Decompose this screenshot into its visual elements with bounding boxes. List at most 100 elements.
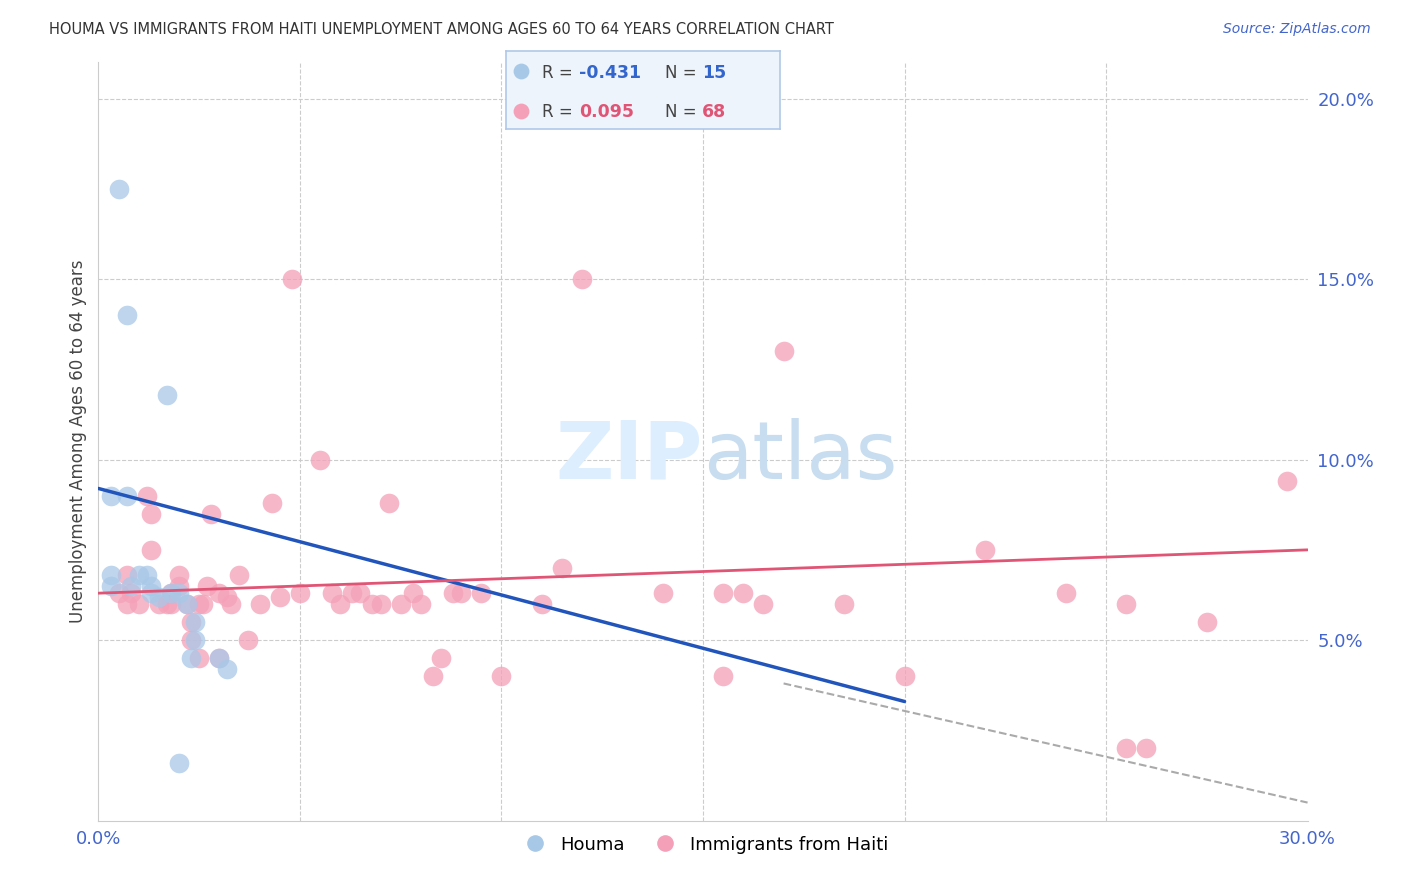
Point (281, 272, 304, 286)
Point (200, 507, 222, 521)
Point (510, 64, 533, 78)
Point (128, 597, 150, 611)
Text: Source: ZipAtlas.com: Source: ZipAtlas.com (1223, 22, 1371, 37)
Point (1115, 597, 1137, 611)
Point (1115, 741, 1137, 756)
Point (321, 586, 343, 600)
Point (361, 597, 384, 611)
Point (167, 579, 190, 593)
Point (430, 651, 453, 665)
Point (160, 586, 183, 600)
Point (139, 507, 162, 521)
Point (184, 615, 207, 629)
Point (100, 568, 122, 582)
Text: 68: 68 (702, 103, 727, 121)
Point (217, 662, 239, 676)
Point (139, 542, 162, 557)
Point (180, 651, 202, 665)
Point (217, 590, 239, 604)
Point (188, 651, 211, 665)
Point (115, 489, 138, 503)
Point (832, 597, 855, 611)
Point (120, 586, 142, 600)
Point (236, 633, 259, 648)
Point (711, 669, 734, 683)
Text: N =: N = (665, 103, 697, 121)
Point (389, 597, 412, 611)
Point (1195, 615, 1218, 629)
Point (221, 597, 243, 611)
Point (193, 597, 215, 611)
Point (148, 590, 170, 604)
Point (1054, 586, 1077, 600)
Point (370, 597, 392, 611)
Point (530, 597, 553, 611)
Point (208, 651, 231, 665)
Point (176, 597, 198, 611)
Point (156, 597, 179, 611)
Point (120, 579, 142, 593)
Text: 15: 15 (702, 64, 727, 82)
Point (180, 615, 202, 629)
Point (409, 597, 432, 611)
Point (491, 669, 513, 683)
Point (329, 597, 352, 611)
Point (288, 586, 311, 600)
Point (377, 496, 399, 510)
Point (441, 586, 464, 600)
Point (139, 579, 162, 593)
Text: 0.095: 0.095 (579, 103, 634, 121)
Point (160, 597, 183, 611)
Point (107, 586, 129, 600)
Point (571, 272, 593, 286)
Point (167, 756, 190, 770)
Point (115, 597, 138, 611)
Point (160, 586, 183, 600)
Text: N =: N = (665, 64, 697, 82)
Point (128, 568, 150, 582)
Point (176, 597, 198, 611)
Point (711, 586, 734, 600)
Point (893, 669, 915, 683)
Point (100, 579, 122, 593)
Text: atlas: atlas (703, 417, 897, 496)
Point (772, 344, 794, 359)
Point (148, 597, 170, 611)
Point (249, 597, 271, 611)
Point (309, 452, 332, 467)
Point (510, 103, 533, 118)
Point (195, 579, 218, 593)
Point (470, 586, 492, 600)
Legend: Houma, Immigrants from Haiti: Houma, Immigrants from Haiti (510, 829, 896, 861)
Point (180, 633, 202, 648)
Point (167, 568, 190, 582)
Point (107, 182, 129, 196)
Point (208, 586, 231, 600)
Point (1277, 475, 1299, 489)
Point (208, 651, 231, 665)
Point (1135, 741, 1157, 756)
Point (156, 387, 179, 401)
Point (422, 669, 444, 683)
Point (974, 542, 997, 557)
Text: -0.431: -0.431 (579, 64, 641, 82)
Point (752, 597, 775, 611)
Point (228, 568, 250, 582)
Point (450, 586, 472, 600)
Point (402, 586, 425, 600)
Point (135, 568, 157, 582)
Point (342, 586, 364, 600)
Point (115, 308, 138, 322)
Text: R =: R = (541, 64, 572, 82)
Text: ZIP: ZIP (555, 417, 703, 496)
Text: R =: R = (541, 103, 572, 121)
Point (349, 586, 371, 600)
Point (188, 597, 211, 611)
Point (651, 586, 673, 600)
Point (184, 633, 207, 648)
Point (733, 586, 755, 600)
Point (167, 586, 190, 600)
Point (269, 590, 291, 604)
Point (260, 496, 283, 510)
Y-axis label: Unemployment Among Ages 60 to 64 years: Unemployment Among Ages 60 to 64 years (69, 260, 87, 624)
